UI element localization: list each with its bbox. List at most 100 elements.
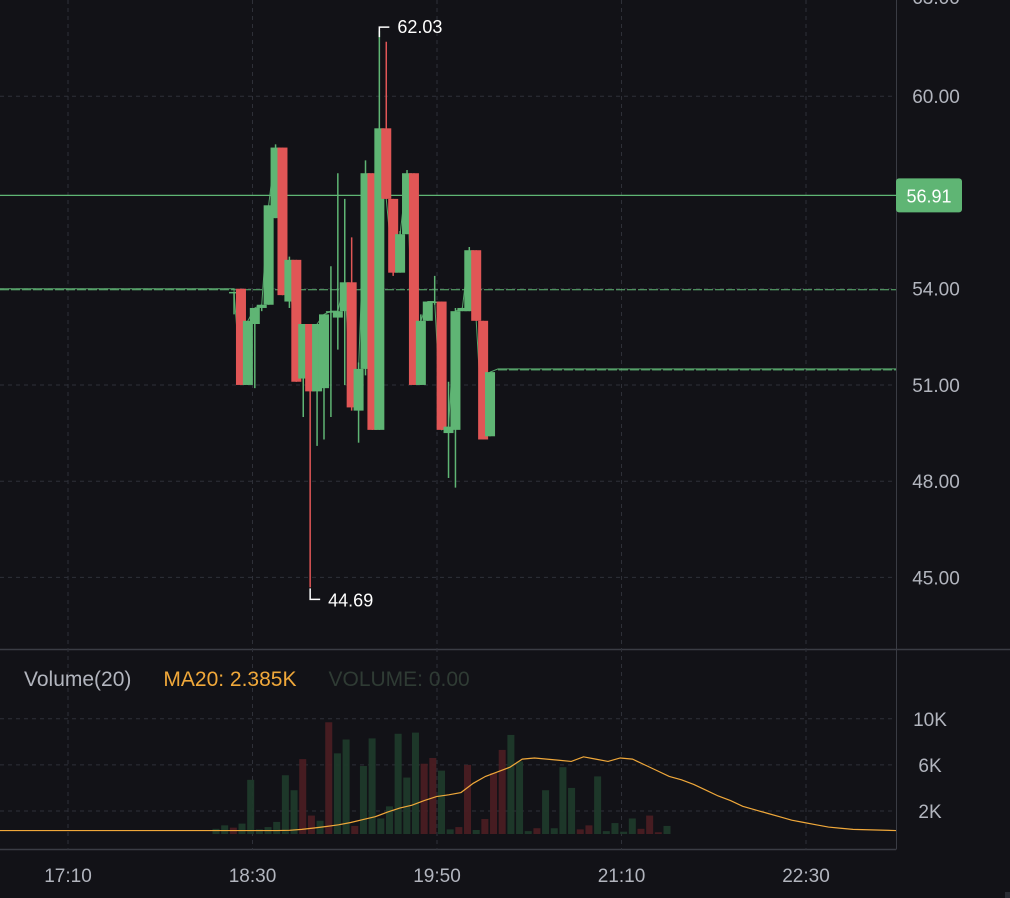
candle-body: [229, 291, 240, 294]
time-tick-label: 21:10: [598, 866, 646, 887]
candle-body: [305, 324, 316, 392]
candle-body: [367, 173, 378, 430]
extreme-markers: 62.03 44.69: [309, 17, 442, 610]
candle-body: [318, 314, 329, 389]
candle-body: [332, 311, 343, 318]
volume-bar: [602, 831, 610, 834]
volume-bar: [351, 825, 359, 834]
candle-body: [464, 250, 475, 312]
high-marker-label: 62.03: [397, 17, 442, 37]
volume-bar: [411, 732, 419, 834]
volume-bar: [472, 829, 480, 834]
candle-body: [256, 304, 267, 308]
time-tick-label: 19:50: [413, 866, 461, 887]
volume-bar: [533, 828, 541, 834]
price-tick-label: 60.00: [912, 87, 960, 108]
volume-bar: [646, 815, 654, 834]
volume-bar: [516, 761, 524, 834]
candle-body: [270, 147, 281, 219]
price-tick-label: 48.00: [912, 472, 960, 493]
volume-value-label: VOLUME: 0.00: [328, 668, 470, 691]
volume-bar: [385, 806, 393, 834]
volume-bar: [654, 832, 662, 834]
time-tick-label: 22:30: [782, 866, 830, 887]
last-price-badge-bg: [896, 178, 962, 213]
candle-body: [402, 173, 413, 235]
low-marker-label: 44.69: [328, 590, 373, 610]
price-tick-label: 51.00: [912, 376, 960, 397]
volume-bar: [377, 818, 385, 834]
volume-bar: [273, 821, 281, 834]
candle-body: [408, 173, 419, 385]
candle-body: [436, 301, 447, 430]
candle-body: [360, 173, 371, 369]
candles: [229, 31, 496, 588]
volume-bar: [420, 763, 428, 834]
volume-ma-polyline: [0, 756, 897, 832]
volume-bar: [394, 733, 402, 834]
candle-body: [388, 198, 399, 273]
volume-bar: [663, 825, 671, 834]
candle-body: [457, 307, 468, 312]
time-tick-label: 17:10: [44, 866, 92, 887]
candle-body: [346, 282, 357, 408]
volume-ma-line: [0, 756, 897, 832]
volume-bar: [255, 829, 263, 834]
volume-bar: [247, 779, 255, 834]
candle-body: [471, 250, 482, 321]
candle-body: [339, 282, 350, 312]
volume-bar: [637, 828, 645, 834]
volume-bar: [325, 722, 333, 834]
candle-body: [263, 205, 274, 305]
volume-bar: [221, 825, 229, 834]
volume-bar: [212, 828, 220, 834]
candle-body: [415, 320, 426, 385]
candle-body: [298, 324, 309, 379]
candle-body: [381, 128, 392, 199]
volume-legend: Volume(20) MA20: 2.385K VOLUME: 0.00: [24, 668, 470, 692]
volume-title: Volume(20): [24, 668, 132, 691]
candle-body: [284, 259, 295, 302]
candle-body: [374, 128, 385, 430]
price-axis: 45.00 48.00 51.00 54.00 60.00 63.00: [912, 0, 960, 589]
volume-bar: [333, 753, 341, 834]
volume-bar: [359, 766, 367, 834]
volume-bar: [429, 757, 437, 834]
volume-ma-label: MA20: 2.385K: [163, 668, 297, 691]
volume-bar: [611, 823, 619, 834]
candle-body: [478, 320, 489, 440]
volume-bar: [403, 777, 411, 834]
candle-body: [325, 311, 336, 313]
volume-bar: [620, 831, 628, 834]
time-tick-label: 18:30: [229, 866, 277, 887]
volume-bar: [342, 739, 350, 834]
last-price-label: 56.91: [906, 186, 951, 206]
high-marker-arrow: [378, 26, 390, 38]
volume-bar: [455, 827, 463, 834]
volume-bar: [507, 734, 515, 834]
volume-bar: [464, 764, 472, 834]
volume-bar: [368, 738, 376, 834]
volume-bar: [438, 770, 445, 834]
volume-bar: [594, 776, 602, 834]
candle-body: [429, 301, 440, 304]
volume-bar: [559, 767, 567, 834]
volume-bar: [307, 815, 315, 834]
price-tick-label: 63.00: [912, 0, 960, 9]
candle-body: [395, 234, 406, 273]
candle-body: [353, 368, 364, 411]
resize-corner: [1005, 892, 1010, 898]
volume-bar: [498, 749, 506, 834]
volume-tick-label: 6K: [918, 756, 942, 777]
volume-tick-label: 10K: [913, 710, 947, 731]
volume-bar: [446, 829, 454, 834]
low-marker-arrow: [309, 588, 321, 601]
candle-body: [242, 320, 253, 385]
volume-bar: [550, 828, 558, 834]
candle-body: [235, 288, 246, 385]
volume-bar: [490, 772, 498, 834]
volume-tick-label: 2K: [918, 802, 942, 823]
candle-body: [249, 307, 260, 324]
volume-bar: [568, 787, 576, 834]
